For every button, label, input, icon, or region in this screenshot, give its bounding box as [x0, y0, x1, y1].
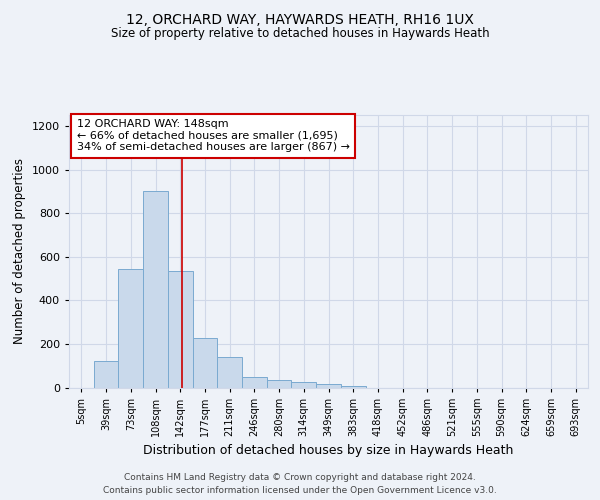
Bar [168, 271, 193, 388]
Text: 12, ORCHARD WAY, HAYWARDS HEATH, RH16 1UX: 12, ORCHARD WAY, HAYWARDS HEATH, RH16 1U… [126, 12, 474, 26]
X-axis label: Distribution of detached houses by size in Haywards Heath: Distribution of detached houses by size … [143, 444, 514, 458]
Bar [267, 380, 292, 388]
Bar [193, 338, 217, 388]
Bar [292, 382, 316, 388]
Text: Size of property relative to detached houses in Haywards Heath: Size of property relative to detached ho… [110, 28, 490, 40]
Y-axis label: Number of detached properties: Number of detached properties [13, 158, 26, 344]
Bar [341, 386, 365, 388]
Bar [316, 384, 341, 388]
Bar [94, 362, 118, 388]
Text: Contains HM Land Registry data © Crown copyright and database right 2024.: Contains HM Land Registry data © Crown c… [124, 472, 476, 482]
Bar [143, 192, 168, 388]
Bar [242, 376, 267, 388]
Bar [217, 357, 242, 388]
Bar [118, 268, 143, 388]
Text: 12 ORCHARD WAY: 148sqm
← 66% of detached houses are smaller (1,695)
34% of semi-: 12 ORCHARD WAY: 148sqm ← 66% of detached… [77, 119, 350, 152]
Text: Contains public sector information licensed under the Open Government Licence v3: Contains public sector information licen… [103, 486, 497, 495]
